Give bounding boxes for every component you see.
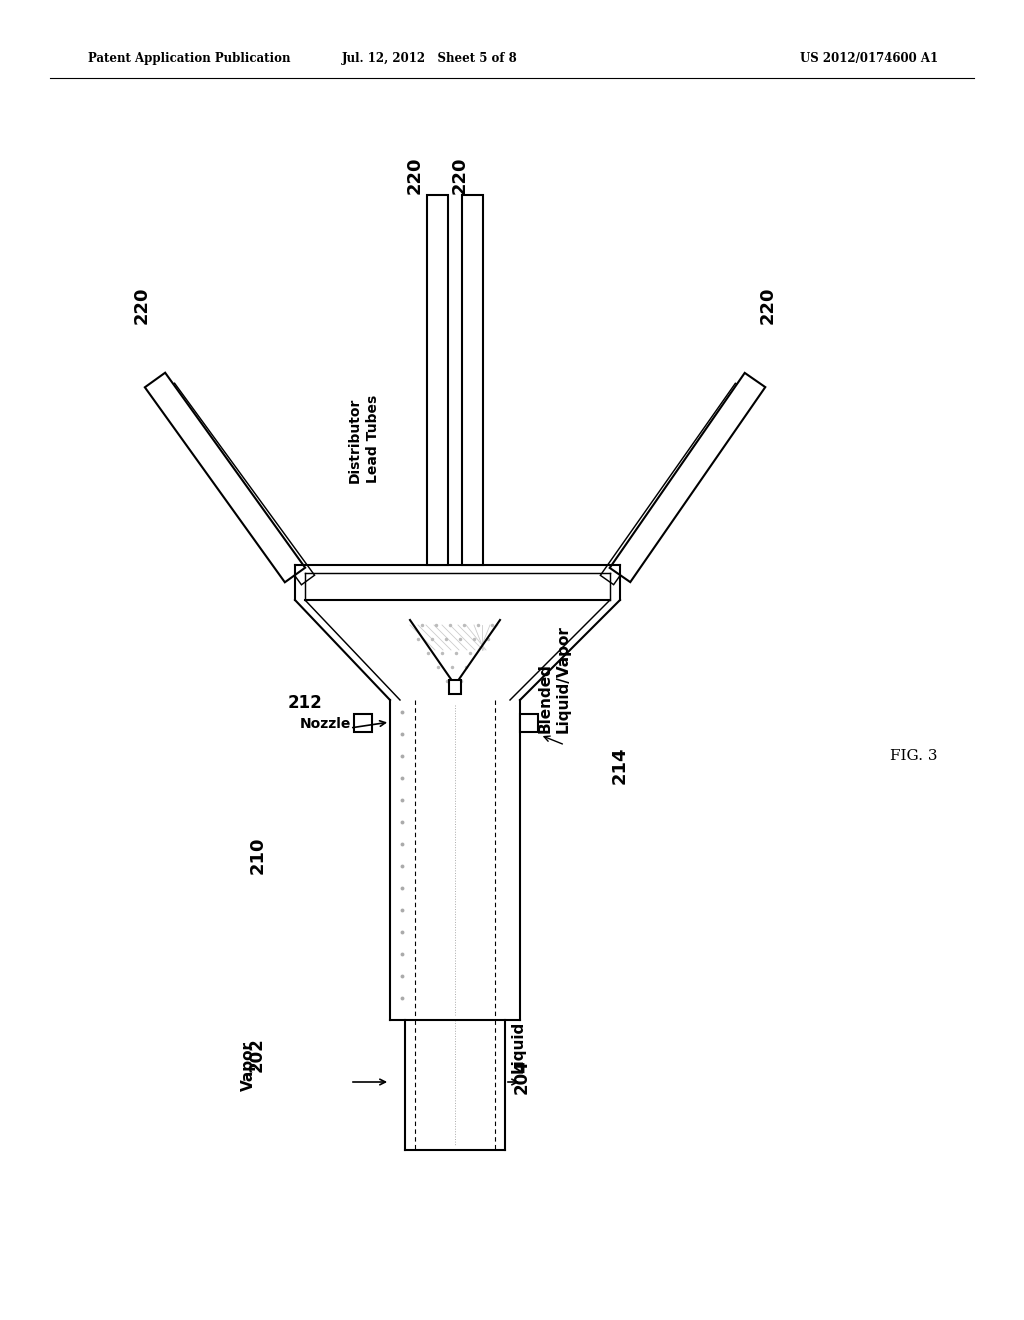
Bar	[449, 680, 461, 694]
Text: 220: 220	[133, 286, 151, 323]
Text: 202: 202	[248, 1038, 266, 1072]
Text: FIG. 3: FIG. 3	[890, 748, 938, 763]
Bar	[354, 714, 372, 733]
Text: Lead Tubes: Lead Tubes	[366, 395, 380, 483]
Text: Liquid/Vapor: Liquid/Vapor	[555, 626, 570, 733]
Text: 204: 204	[513, 1059, 531, 1094]
Bar	[520, 714, 538, 733]
Polygon shape	[609, 372, 765, 582]
Text: 212: 212	[288, 694, 323, 711]
Text: Vapor: Vapor	[241, 1041, 256, 1092]
Text: Jul. 12, 2012   Sheet 5 of 8: Jul. 12, 2012 Sheet 5 of 8	[342, 51, 518, 65]
Text: 220: 220	[406, 157, 424, 194]
Text: Nozzle: Nozzle	[300, 717, 351, 731]
Text: 214: 214	[611, 747, 629, 784]
Text: Patent Application Publication: Patent Application Publication	[88, 51, 291, 65]
Text: 220: 220	[451, 157, 469, 194]
Text: 210: 210	[249, 837, 267, 874]
Text: 220: 220	[759, 286, 777, 323]
Text: Blended: Blended	[538, 663, 553, 733]
Text: Liquid: Liquid	[511, 1020, 525, 1073]
Bar	[427, 195, 449, 565]
Polygon shape	[162, 383, 314, 585]
Text: US 2012/0174600 A1: US 2012/0174600 A1	[800, 51, 938, 65]
Polygon shape	[144, 372, 305, 582]
Bar	[462, 195, 483, 565]
Polygon shape	[600, 383, 749, 585]
Text: Distributor: Distributor	[348, 397, 362, 483]
